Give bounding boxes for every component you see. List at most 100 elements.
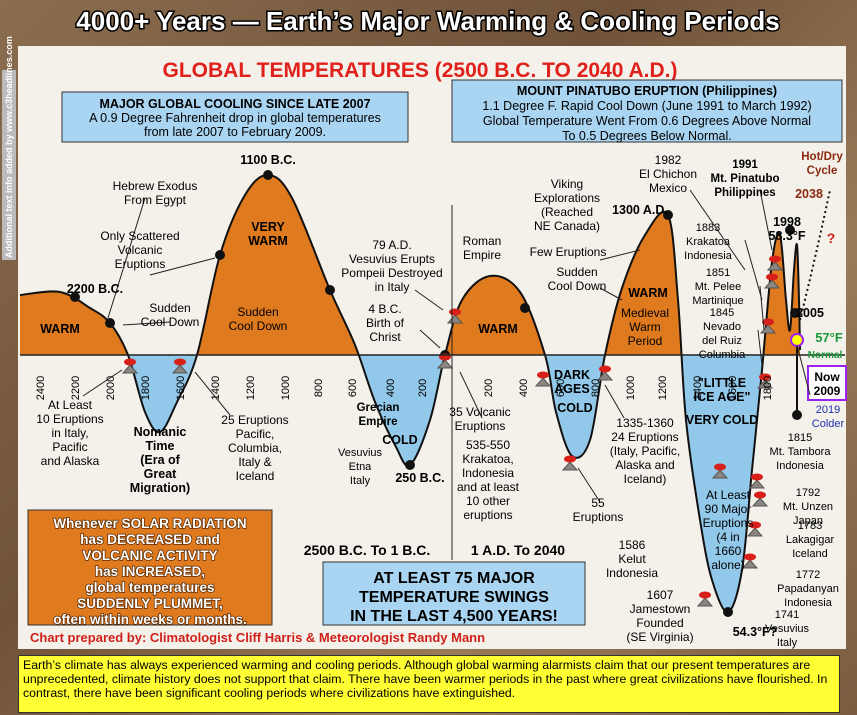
annotation: NE Canada) [534,219,600,233]
tick-label: 2000 [105,376,117,400]
solar-box-line: has INCREASED, [95,564,205,579]
annotation: Indonesia [776,460,825,472]
annotation: Great [144,467,177,481]
annotation: del Ruiz [702,335,742,347]
credit: Chart prepared by: Climatologist Cliff H… [30,630,485,645]
annotation: "LITTLE [698,376,746,390]
marker-dot [520,303,530,313]
volcano [436,359,454,369]
annotation: 1883 [696,222,720,234]
arrow [599,287,623,301]
annotation: Migration) [130,481,190,495]
eruption [751,473,763,481]
annotation: Papadanyan [777,583,839,595]
eruption [699,591,711,599]
annotation: 2038 [795,187,823,201]
warm-area [20,174,800,355]
annotation: COLD [382,433,417,447]
swings-box-line: AT LEAST 75 MAJOR [373,570,535,587]
solar-box-line: SUDDENLY PLUMMET, [77,596,223,611]
annotation: 1300 A.D. [612,203,668,217]
annotation: 2009 [814,384,841,398]
annotation: WARM [40,322,80,336]
annotation: At Least [48,398,93,412]
annotation: (Italy, Pacific, [610,444,680,458]
solar-box-line: global temperatures [85,580,214,595]
tick-label: 600 [555,379,567,397]
eruption [449,308,461,316]
marker-dot [723,607,733,617]
annotation: Hot/Dry [801,151,843,163]
annotation: 79 A.D. [372,238,411,252]
annotation: Nomanic [134,425,187,439]
annotation: Vesuvius Erupts [349,252,435,266]
annotation: ? [827,230,836,246]
eruption [749,521,761,529]
annotation: 535-550 [466,438,510,452]
tick-label: 1000 [625,376,637,400]
annotation: WARM [628,286,668,300]
volcano [759,324,777,334]
arrow [757,329,763,366]
annotation: Cool Down [548,279,607,293]
marker-dot [105,318,115,328]
swings-box-line: TEMPERATURE SWINGS [359,589,549,606]
annotation: Kelut [618,552,646,566]
eruption [564,455,576,463]
cooling-box-line: A 0.9 Degree Fahrenheit drop in global t… [89,111,381,125]
annotation: 10 Eruptions [36,412,103,426]
annotation: El Chichon [639,167,697,181]
volcano [596,371,614,381]
annotation: 1586 [619,538,646,552]
cold-area [20,355,800,613]
arrow [759,189,773,251]
annotation: Indonesia [606,566,658,580]
annotation: Eruptions [573,510,624,524]
tick-label: 1400 [692,376,704,400]
annotation: 1100 B.C. [240,153,296,167]
annotation: Italy [350,475,371,487]
solar-box-line: often within weeks or months. [53,612,247,627]
annotation: 1998 [773,215,801,229]
chart-title: GLOBAL TEMPERATURES (2500 B.C. TO 2040 A… [163,59,678,82]
annotation: eruptions [463,508,512,522]
annotation: Columbia, [228,441,282,455]
annotation: Time [146,439,175,453]
side-note-box [2,70,16,260]
arrow [149,257,216,276]
annotation: Sudden [237,305,278,319]
annotation: alone) [711,558,744,572]
arrow [82,369,123,397]
annotation: VERY [251,220,285,234]
annotation: Few Eruptions [530,245,607,259]
annotation: Volcanic [118,243,163,257]
annotation: 1660 [715,544,742,558]
eruption [769,255,781,263]
annotation: Cool Down [229,319,288,333]
eruption [754,491,766,499]
arrow [419,329,441,349]
annotation: 24 Eruptions [611,430,678,444]
annotation: Iceland [236,469,275,483]
tick-label: 1200 [245,376,257,400]
arrow [194,371,231,416]
annotation: Mt. Pelee [695,281,741,293]
annotation: Pacific [52,440,87,454]
annotation: Italy [777,637,798,649]
annotation: Sudden [149,301,190,315]
annotation: Sudden [556,265,597,279]
tick-label: 800 [590,379,602,397]
solar-box-line: Whenever SOLAR RADIATION [53,516,246,531]
annotation: Etna [349,461,373,473]
solar-box [27,509,273,626]
annotation: Eruptions [455,419,506,433]
annotation: Krakatoa [686,236,731,248]
volcano [121,364,139,374]
marker-dot [263,170,273,180]
annotation: 25 Eruptions [221,413,288,427]
ad-span: 1 A.D. To 2040 [471,542,565,558]
annotation: Indonesia [784,597,833,609]
annotation: Period [628,334,663,348]
annotation: Mt. Pinatubo [711,173,780,185]
annotation: Mt. Tambora [770,446,832,458]
